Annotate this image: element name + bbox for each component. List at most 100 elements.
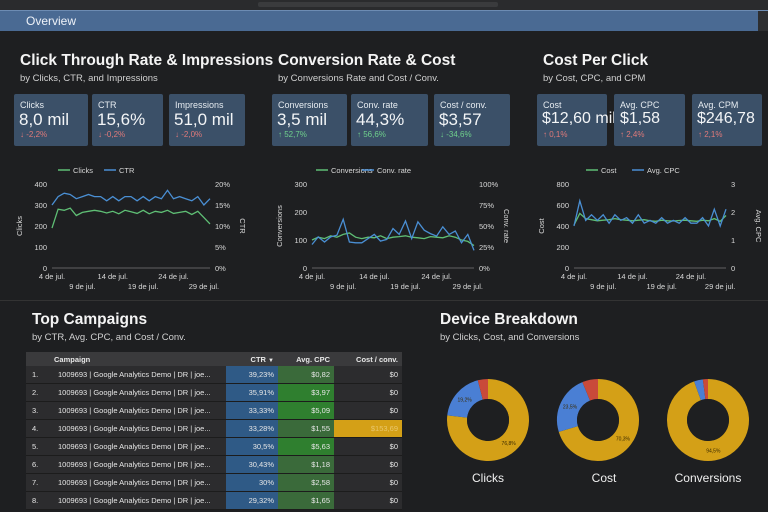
donut-label-conversions: Conversions: [674, 471, 742, 485]
kpi-label: Clicks: [20, 100, 44, 110]
y-tick-right: 75%: [479, 201, 494, 210]
y-tick-left: 400: [556, 222, 569, 231]
x-tick: 9 de jul.: [69, 282, 95, 291]
cpc-cell: $5,63: [278, 437, 334, 456]
kpi-card-avg-cpm[interactable]: Avg. CPM $246,78 ↑ 2,1%: [692, 94, 762, 146]
chart-cost-cpc[interactable]: Cost Avg. CPC 0 200 400 600 800 0 1 2 3 Cost Avg. CP…: [528, 158, 768, 296]
legend-label: Conv. rate: [377, 166, 411, 175]
kpi-card-conv-rate[interactable]: Conv. rate 44,3% ↑ 56,6%: [351, 94, 428, 146]
kpi-card-ctr[interactable]: CTR 15,6% ↓ -0,2%: [92, 94, 163, 146]
y-tick-left: 300: [294, 180, 307, 189]
y-tick-left: 0: [43, 264, 47, 273]
table-row[interactable]: 4. 1009693 | Google Analytics Demo | DR |…: [26, 419, 402, 438]
x-tick: 9 de jul.: [590, 282, 616, 291]
y-tick-right: 15%: [215, 201, 230, 210]
y-tick-left: 200: [294, 208, 307, 217]
campaign-name: 1009693 | Google Analytics Demo | DR | j…: [54, 437, 226, 456]
col-header-ctr[interactable]: CTR ▼: [226, 352, 278, 366]
kpi-label: Avg. CPM: [698, 100, 739, 110]
campaign-name: 1009693 | Google Analytics Demo | DR | j…: [54, 473, 226, 492]
x-tick: 29 de jul.: [189, 282, 219, 291]
table-row[interactable]: 5. 1009693 | Google Analytics Demo | DR |…: [26, 437, 402, 456]
donut-conversions[interactable]: 94,5%: [664, 376, 752, 464]
x-tick: 29 de jul.: [705, 282, 735, 291]
y-tick-right: 100%: [479, 180, 499, 189]
chart-conversions-rate[interactable]: Conversions Conv. rate 0 100 200 300 0% 25% 50% 7…: [262, 158, 518, 296]
col-header-campaign[interactable]: Campaign: [26, 352, 226, 366]
y-tick-left: 0: [303, 264, 307, 273]
kpi-value: 44,3%: [356, 110, 405, 129]
y-tick-left: 100: [34, 243, 47, 252]
donut-hole: [467, 399, 509, 441]
y-tick-right: 10%: [215, 222, 230, 231]
ctr-cell: 29,32%: [226, 491, 278, 510]
row-rank: 1.: [26, 366, 54, 384]
x-tick: 24 de jul.: [676, 272, 706, 281]
row-rank: 4.: [26, 419, 54, 438]
kpi-delta: ↑ 2,1%: [698, 130, 723, 139]
kpi-card-conversions[interactable]: Conversions 3,5 mil ↑ 52,7%: [272, 94, 347, 146]
kpi-value: 3,5 mil: [277, 110, 328, 129]
table-row[interactable]: 2. 1009693 | Google Analytics Demo | DR |…: [26, 383, 402, 402]
arrow-down-icon: ↓: [175, 130, 179, 139]
donut-slice-mobile: [557, 382, 591, 432]
table-row[interactable]: 8. 1009693 | Google Analytics Demo | DR |…: [26, 491, 402, 510]
sort-desc-icon: ▼: [268, 357, 274, 364]
kpi-value: $246,78: [697, 110, 755, 127]
legend-label: Conversions: [331, 166, 373, 175]
table-row[interactable]: 3. 1009693 | Google Analytics Demo | DR |…: [26, 401, 402, 420]
section-title-campaigns: Top Campaigns: [32, 311, 148, 328]
series-line-clicks: [51, 207, 211, 229]
campaign-name: 1009693 | Google Analytics Demo | DR | j…: [54, 491, 226, 510]
x-tick: 19 de jul.: [128, 282, 158, 291]
table-row[interactable]: 7. 1009693 | Google Analytics Demo | DR |…: [26, 473, 402, 492]
donut-slice-desktop: [667, 379, 749, 461]
col-header-avg-cpc[interactable]: Avg. CPC: [278, 352, 334, 366]
ctr-cell: 35,91%: [226, 383, 278, 402]
kpi-card-clicks[interactable]: Clicks 8,0 mil ↓ -2,2%: [14, 94, 88, 146]
arrow-down-icon: ↓: [98, 130, 102, 139]
table-row[interactable]: 6. 1009693 | Google Analytics Demo | DR |…: [26, 455, 402, 474]
section-subtitle-cpc: by Cost, CPC, and CPM: [543, 73, 646, 84]
y-tick-right: 5%: [215, 243, 226, 252]
x-tick: 19 de jul.: [646, 282, 676, 291]
donut-slice-label: 76,8%: [502, 441, 517, 447]
table-row[interactable]: 1. 1009693 | Google Analytics Demo | DR |…: [26, 366, 402, 384]
row-rank: 6.: [26, 455, 54, 474]
y-tick-left: 400: [34, 180, 47, 189]
arrow-down-icon: ↓: [440, 130, 444, 139]
kpi-delta: ↑ 0,1%: [543, 130, 568, 139]
page-title: Overview: [26, 14, 77, 28]
col-header-cost-conv[interactable]: Cost / conv.: [334, 352, 402, 366]
kpi-card-impressions[interactable]: Impressions 51,0 mil ↓ -2,0%: [169, 94, 245, 146]
ctr-cell: 39,23%: [226, 366, 278, 384]
campaign-name: 1009693 | Google Analytics Demo | DR | j…: [54, 419, 226, 438]
kpi-card-cost[interactable]: Cost $12,60 mil ↑ 0,1%: [537, 94, 616, 146]
arrow-up-icon: ↑: [278, 130, 282, 139]
chart-clicks-ctr[interactable]: Clicks CTR 0 100 200 300 400 0% 5% 10% 15% 20% Click…: [0, 158, 256, 296]
donut-clicks[interactable]: 76,8% 19,2%: [444, 376, 532, 464]
x-tick: 14 de jul.: [617, 272, 647, 281]
y-axis-label-left: Conversions: [275, 205, 284, 247]
kpi-card-avg-cpc[interactable]: Avg. CPC $1,58 ↑ 2,4%: [614, 94, 685, 146]
donut-cost[interactable]: 70,3% 23,5%: [554, 376, 642, 464]
donut-slice-label: 94,5%: [706, 449, 721, 455]
donut-slice-desktop: [447, 379, 529, 461]
kpi-delta: ↑ 56,6%: [357, 130, 386, 139]
arrow-up-icon: ↑: [620, 130, 624, 139]
kpi-card-cost-conv[interactable]: Cost / conv. $3,57 ↓ -34,6%: [434, 94, 510, 146]
legend-label: CTR: [119, 166, 135, 175]
donut-hole: [577, 399, 619, 441]
y-tick-left: 200: [34, 222, 47, 231]
cpc-cell: $1,65: [278, 491, 334, 510]
section-divider: [0, 300, 768, 301]
kpi-label: Avg. CPC: [620, 100, 660, 110]
ctr-cell: 30,5%: [226, 437, 278, 456]
x-tick: 29 de jul.: [453, 282, 483, 291]
donut-label-cost: Cost: [591, 471, 617, 485]
donut-hole: [687, 399, 729, 441]
y-tick-left: 0: [565, 264, 569, 273]
x-tick: 24 de jul.: [421, 272, 451, 281]
kpi-label: Cost / conv.: [440, 100, 487, 110]
donut-label-clicks: Clicks: [472, 471, 504, 485]
